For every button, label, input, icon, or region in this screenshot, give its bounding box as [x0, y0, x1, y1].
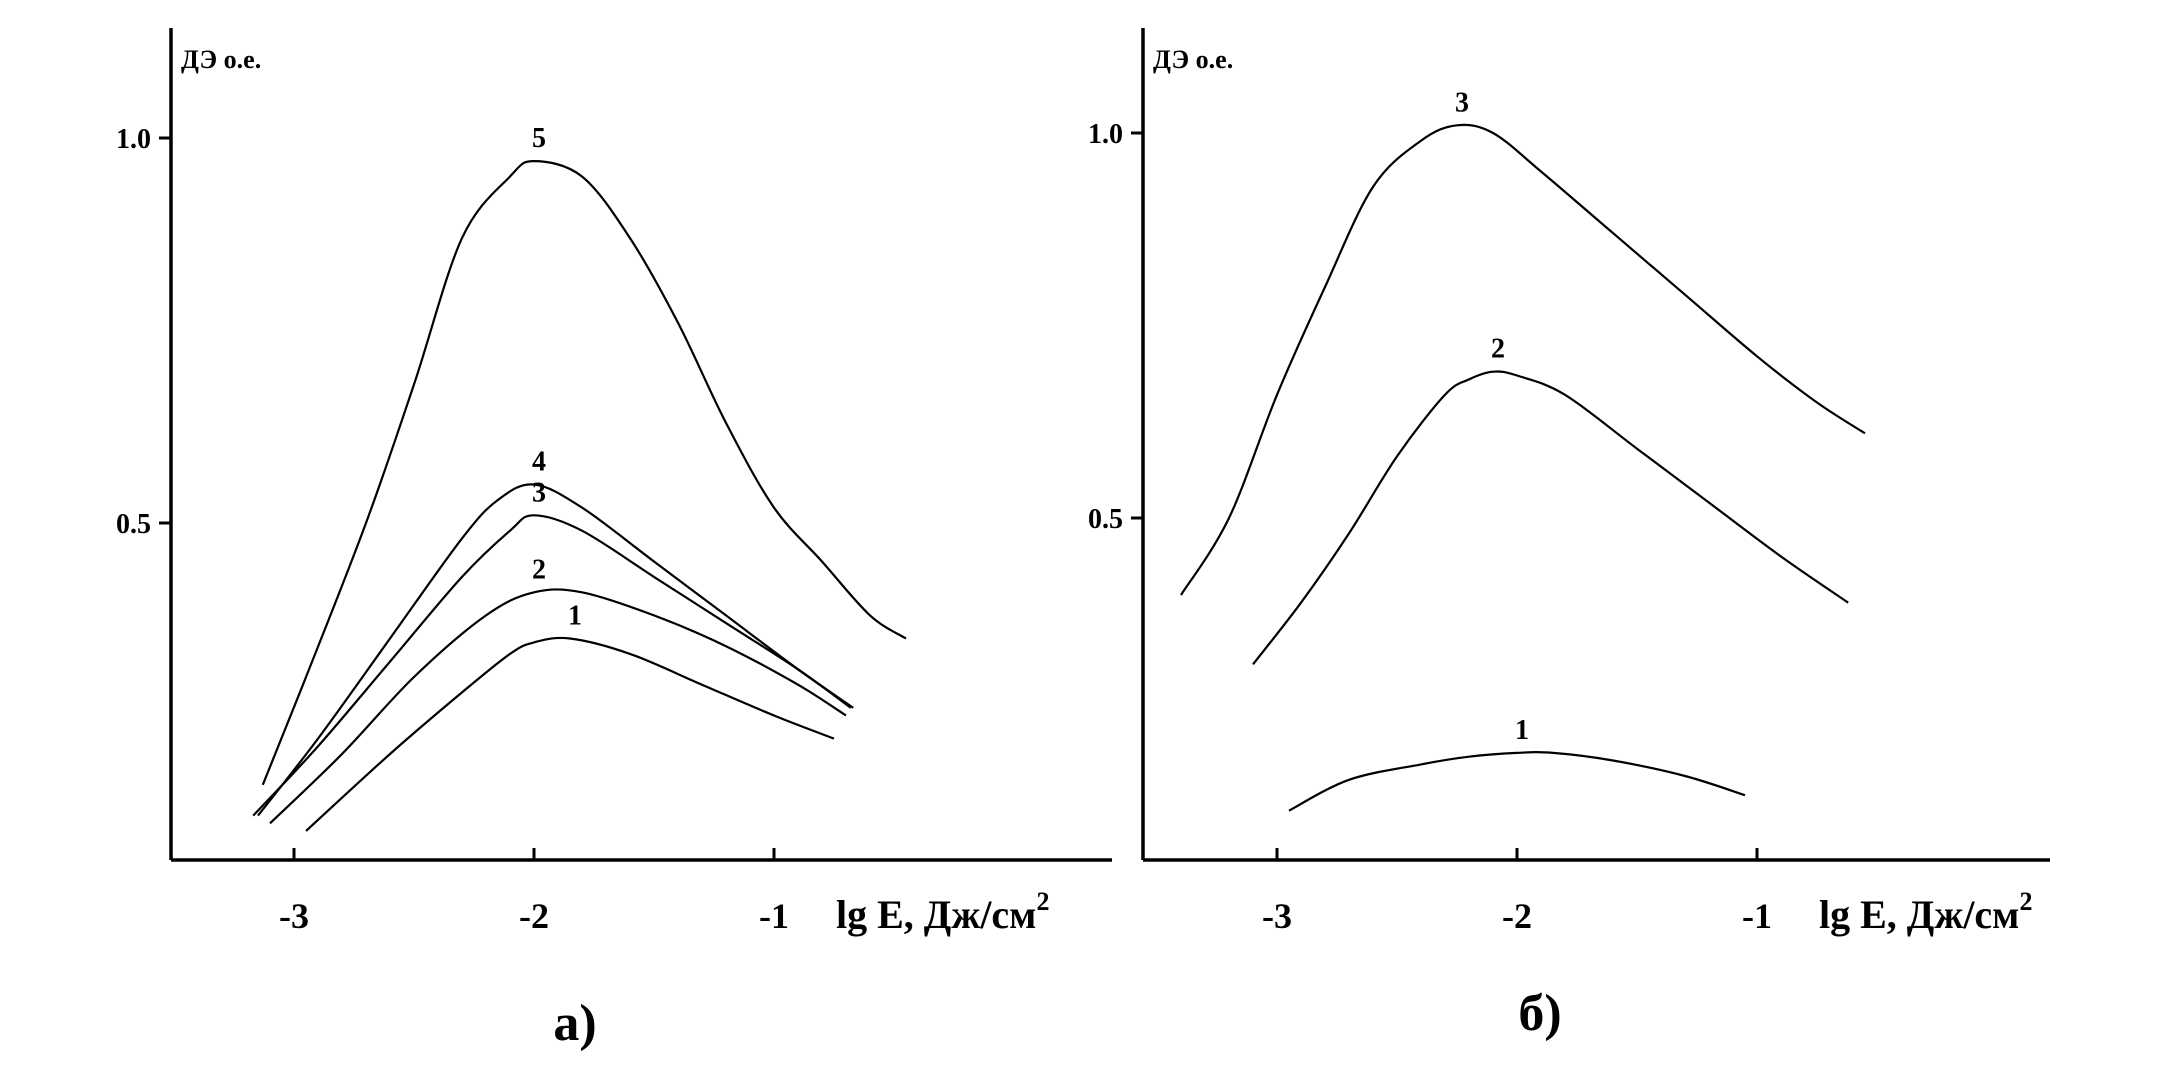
- series-curve-2: [269, 588, 847, 825]
- y-axis-label: ДЭ о.е.: [1153, 45, 1233, 74]
- y-tick-label: 0.5: [116, 509, 151, 540]
- series-curve-4: [257, 483, 854, 817]
- series-curve-3: [1180, 123, 1866, 596]
- series-label-1: 1: [1515, 715, 1529, 746]
- x-axis-label: lg E, Дж/см2: [836, 887, 1049, 937]
- panel-label: а): [553, 995, 596, 1052]
- series-label-5: 5: [532, 123, 546, 154]
- panel-label: б): [1518, 985, 1561, 1042]
- x-axis-label-text: lg E, Дж/см: [836, 892, 1036, 937]
- x-axis-label-text: lg E, Дж/см: [1819, 892, 2019, 937]
- series-curve-2: [1252, 370, 1849, 665]
- series-label-2: 2: [532, 554, 546, 585]
- y-tick-label: 1.0: [116, 124, 151, 155]
- series-curve-1: [1288, 751, 1746, 812]
- series-label-3: 3: [1455, 87, 1469, 118]
- x-tick-label: -1: [1742, 896, 1772, 936]
- x-tick-label: -2: [519, 896, 549, 936]
- series-curve-1: [305, 636, 835, 832]
- y-axis-label: ДЭ о.е.: [181, 45, 261, 74]
- x-tick-label: -1: [759, 896, 789, 936]
- x-tick-label: -3: [1262, 896, 1292, 936]
- y-tick-label: 1.0: [1088, 119, 1123, 150]
- x-axis-label-superscript: 2: [2019, 887, 2032, 916]
- series-curve-5: [261, 159, 907, 786]
- y-tick-label: 0.5: [1088, 504, 1123, 535]
- series-label-4: 4: [532, 447, 546, 478]
- x-tick-label: -2: [1502, 896, 1532, 936]
- series-label-2: 2: [1491, 334, 1505, 365]
- series-label-3: 3: [532, 477, 546, 508]
- series-label-1: 1: [568, 601, 582, 632]
- x-axis-label-superscript: 2: [1036, 887, 1049, 916]
- x-tick-label: -3: [279, 896, 309, 936]
- series-curve-3: [252, 514, 852, 817]
- x-axis-label: lg E, Дж/см2: [1819, 887, 2032, 937]
